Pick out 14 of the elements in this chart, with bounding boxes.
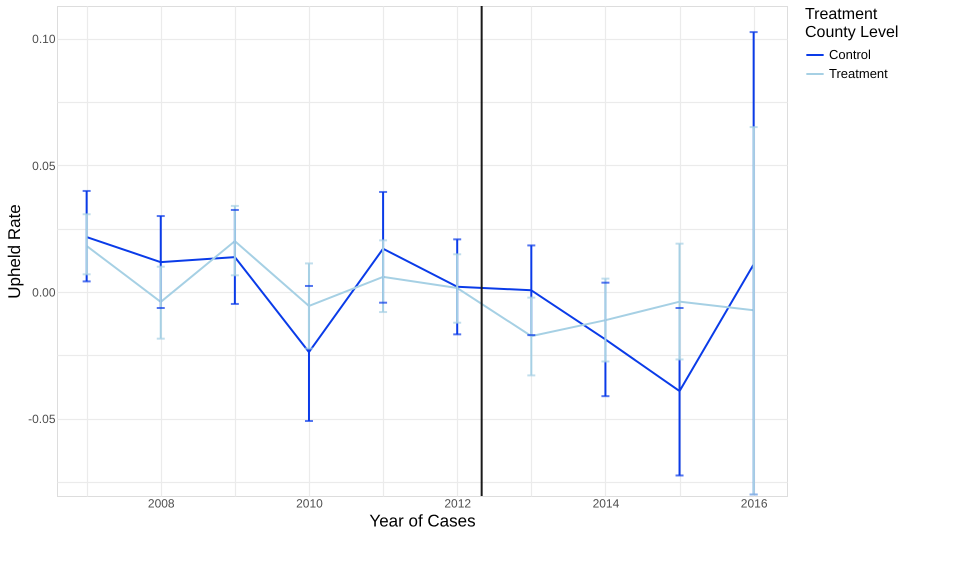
x-tick-label: 2014: [592, 496, 620, 510]
y-tick-label: 0.05: [32, 158, 56, 173]
y-axis-title: Upheld Rate: [5, 204, 24, 299]
legend-title: Treatment County Level: [805, 6, 898, 41]
y-tick-label: 0.10: [32, 32, 56, 46]
x-axis-title: Year of Cases: [369, 512, 476, 530]
y-tick-label: 0.00: [32, 286, 56, 300]
x-tick-label: 2012: [444, 496, 472, 510]
y-tick-label: -0.05: [28, 412, 56, 426]
legend-label: Control: [829, 47, 872, 62]
x-tick-label: 2010: [296, 496, 324, 510]
x-tick-label: 2016: [740, 496, 768, 510]
legend-label: Treatment: [829, 66, 888, 81]
x-tick-label: 2008: [148, 496, 175, 510]
